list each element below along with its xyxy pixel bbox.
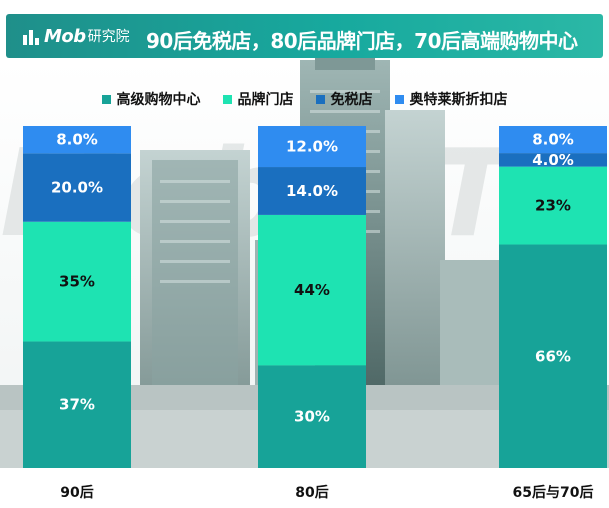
x-tick-label: 90后 [60,484,93,501]
legend-label-outlet: 奥特莱斯折扣店 [409,92,508,108]
legend-label-mall: 高级购物中心 [116,92,201,108]
logo-brand: Mob [44,25,86,47]
header-banner: Mob 研究院 90后免税店，80后品牌门店，70后高端购物中心 [6,14,603,58]
bar-segment [23,153,131,222]
legend: 高级购物中心 品牌门店 免税店 奥特莱斯折扣店 [0,88,609,110]
bar-value-label: 30% [294,408,330,426]
bar-value-label: 8.0% [56,131,98,149]
bar-value-label: 14.0% [286,182,338,200]
legend-label-duty-free: 免税店 [330,92,373,108]
bar-value-label: 12.0% [286,138,338,156]
bar-segment [258,365,366,468]
legend-item-duty-free: 免税店 [315,88,373,110]
bar-segment [23,126,131,154]
logo-bars-icon [23,30,39,45]
bar-value-label: 37% [59,396,95,414]
legend-item-mall: 高级购物中心 [101,88,201,110]
bar-segment [499,126,607,154]
bar-value-label: 8.0% [532,131,574,149]
bar-segment [499,166,607,245]
bar-value-label: 20.0% [51,179,103,197]
bar-value-label: 23% [535,197,571,215]
bar-value-label: 4.0% [532,151,574,169]
bar-segment [258,167,366,215]
legend-item-outlet: 奥特莱斯折扣店 [394,88,508,110]
bar-segment [258,214,366,366]
bar-segment [258,126,366,168]
legend-label-brand-store: 品牌门店 [237,92,294,108]
legend-swatch-brand-store [222,94,232,104]
bar-segment [499,244,607,468]
logo-subtitle: 研究院 [87,29,130,45]
x-tick-label: 65后与70后 [513,484,594,501]
bar-segment [23,341,131,468]
chart-title: 90后免税店，80后品牌门店，70后高端购物中心 [146,29,578,53]
bar-segment [499,153,607,167]
bar-value-label: 66% [535,347,571,365]
bar-value-label: 44% [294,281,330,299]
legend-swatch-outlet [394,94,404,104]
bar-segment [23,221,131,342]
bar-value-label: 35% [59,273,95,291]
legend-swatch-duty-free [315,94,325,104]
legend-swatch-mall [101,94,111,104]
x-tick-label: 80后 [295,484,328,501]
logo: Mob 研究院 [22,24,130,48]
legend-item-brand-store: 品牌门店 [222,88,294,110]
